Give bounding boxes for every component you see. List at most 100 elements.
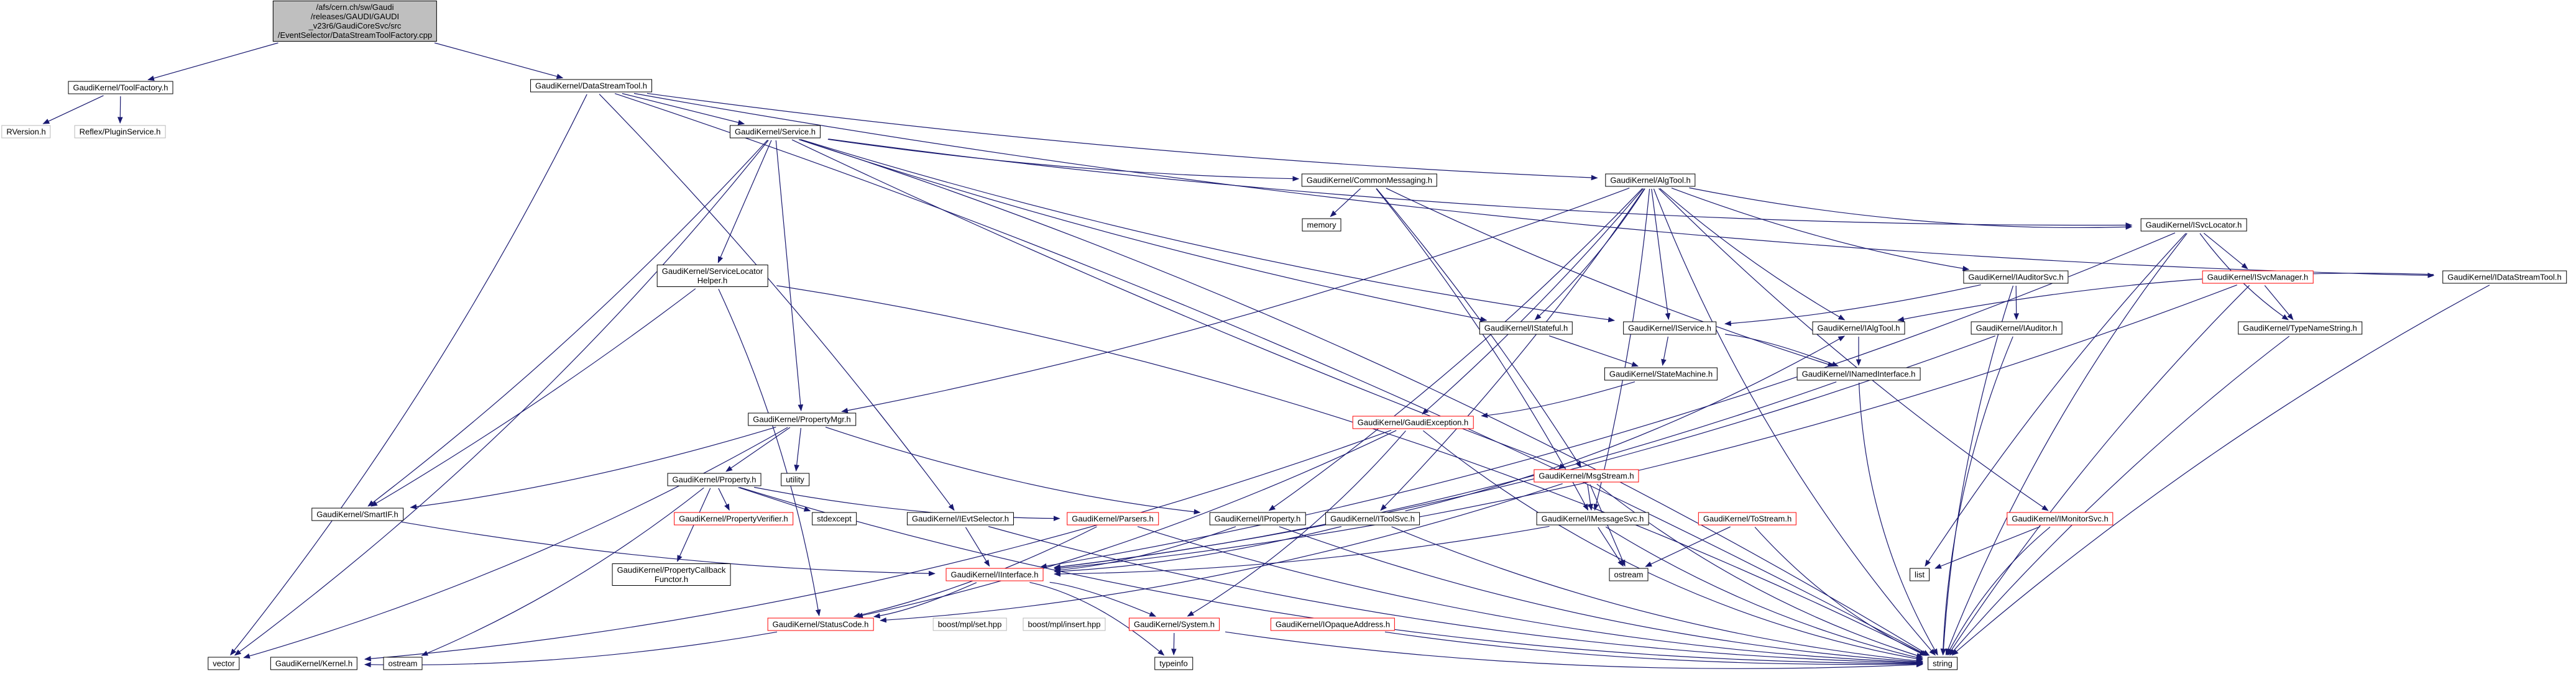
graph-node-label: GaudiKernel/IInterface.h [950, 570, 1039, 580]
graph-node-ievtselector[interactable]: GaudiKernel/IEvtSelector.h [906, 512, 1014, 526]
include-edge-algtool-to-ialgtool [1659, 188, 1846, 321]
graph-node-propertycallbackfunctor[interactable]: GaudiKernel/PropertyCallback Functor.h [612, 563, 731, 586]
include-edge-imonitorsvc-to-list [1934, 526, 2041, 569]
graph-node-label: GaudiKernel/Kernel.h [275, 658, 353, 668]
include-edge-iauditorsvc-to-iauditor [2013, 285, 2020, 321]
graph-node-imonitorsvc[interactable]: GaudiKernel/IMonitorSvc.h [2007, 512, 2114, 526]
graph-node-list: list [1910, 568, 1930, 581]
graph-node-propertymgr[interactable]: GaudiKernel/PropertyMgr.h [748, 412, 856, 426]
graph-node-label: GaudiKernel/GaudiException.h [1357, 417, 1469, 427]
graph-node-label: GaudiKernel/System.h [1133, 619, 1215, 629]
graph-node-label: GaudiKernel/IOpaqueAddress.h [1275, 619, 1391, 629]
graph-node-typenamestring[interactable]: GaudiKernel/TypeNameString.h [2238, 321, 2362, 335]
include-edge-gaudiexception-to-kernel [364, 430, 1392, 662]
include-edge-service-to-smartif [367, 140, 768, 507]
include-edge-propertymgr-to-utility [794, 427, 801, 472]
include-edge-algtool-to-itoolsvc [1380, 188, 1645, 511]
include-edge-ievtselector-to-iinterface [965, 527, 990, 567]
graph-node-datastreamtool[interactable]: GaudiKernel/DataStreamTool.h [530, 79, 652, 93]
include-edge-idatastreamtool-to-ialgtool [1897, 273, 2434, 322]
graph-node-label: GaudiKernel/CommonMessaging.h [1306, 175, 1433, 185]
graph-node-label: GaudiKernel/IStateful.h [1484, 323, 1568, 333]
include-edge-statemachine-to-gaudiexception [1481, 381, 1635, 418]
graph-node-toolfactory[interactable]: GaudiKernel/ToolFactory.h [68, 81, 173, 94]
include-edge-gaudiexception-to-string [1423, 430, 1923, 662]
include-edge-propertymgr-to-smartif [410, 427, 776, 509]
include-edge-datastreamtool-to-algtool [646, 93, 1598, 181]
include-edge-iproperty-to-string [1279, 526, 1923, 665]
graph-node-gaudiexception[interactable]: GaudiKernel/GaudiException.h [1352, 416, 1474, 429]
include-edge-imessagesvc-to-string [1605, 526, 1923, 660]
graph-node-string: string [1928, 657, 1957, 670]
include-edge-imonitorsvc-to-string [1946, 526, 2051, 656]
graph-node-label: GaudiKernel/IAlgTool.h [1817, 323, 1900, 333]
graph-node-commonmessaging[interactable]: GaudiKernel/CommonMessaging.h [1301, 173, 1438, 187]
graph-node-itoolsvc[interactable]: GaudiKernel/IToolSvc.h [1325, 512, 1420, 526]
graph-node-label: GaudiKernel/IEvtSelector.h [911, 514, 1010, 524]
graph-node-label: ostream [388, 658, 418, 668]
graph-node-label: memory [1307, 220, 1336, 230]
graph-node-smartif[interactable]: GaudiKernel/SmartIF.h [311, 508, 403, 521]
graph-node-istateful[interactable]: GaudiKernel/IStateful.h [1479, 321, 1573, 335]
include-edge-property-to-propertycallbackfunctor [677, 488, 711, 562]
graph-node-label: utility [786, 475, 804, 485]
graph-node-label: GaudiKernel/ToolFactory.h [73, 83, 168, 93]
graph-node-iinterface[interactable]: GaudiKernel/IInterface.h [945, 568, 1044, 581]
include-edge-service-to-propertymgr [775, 140, 804, 412]
include-edge-servicelocatorhelper-to-string [776, 285, 1927, 656]
include-edge-inamedinterface-to-string [1859, 382, 1938, 656]
graph-node-reflexplugin: Reflex/PluginService.h [74, 125, 166, 139]
graph-node-algtool[interactable]: GaudiKernel/AlgTool.h [1605, 173, 1696, 187]
include-edge-cpp-to-datastreamtool [434, 42, 564, 80]
graph-node-vector: vector [208, 657, 240, 670]
graph-node-imessagesvc[interactable]: GaudiKernel/IMessageSvc.h [1536, 512, 1649, 526]
graph-node-label: GaudiKernel/DataStreamTool.h [535, 81, 647, 91]
graph-node-tostream[interactable]: GaudiKernel/ToStream.h [1698, 512, 1797, 526]
include-edge-iauditor-to-string [1940, 336, 2013, 656]
graph-node-msgstream[interactable]: GaudiKernel/MsgStream.h [1534, 469, 1639, 483]
graph-node-system[interactable]: GaudiKernel/System.h [1128, 617, 1220, 631]
include-edge-itoolsvc-to-ialgtool [1405, 335, 1846, 512]
graph-node-stdexcept: stdexcept [812, 512, 857, 526]
include-edge-datastreamtool-to-service [622, 93, 745, 125]
graph-node-label: GaudiKernel/IAuditorSvc.h [1968, 272, 2064, 282]
include-edge-commonmessaging-to-imessagesvc [1376, 188, 1589, 511]
graph-node-isvclocator[interactable]: GaudiKernel/ISvcLocator.h [2140, 218, 2247, 232]
include-edge-servicelocatorhelper-to-statuscode [718, 289, 821, 617]
graph-node-propertyverifier[interactable]: GaudiKernel/PropertyVerifier.h [674, 512, 793, 526]
graph-node-isvcmanager[interactable]: GaudiKernel/ISvcManager.h [2202, 270, 2314, 284]
include-edge-service-to-servicelocatorhelper [717, 140, 772, 263]
include-edge-smartif-to-iinterface [401, 521, 936, 576]
include-edge-service-to-isvclocator [828, 139, 2133, 228]
graph-node-ostream_mid: ostream [1609, 568, 1649, 581]
graph-node-iauditorsvc[interactable]: GaudiKernel/IAuditorSvc.h [1963, 270, 2069, 284]
include-edge-datastreamtool-to-idatastreamtool [633, 93, 2435, 278]
graph-node-kernel[interactable]: GaudiKernel/Kernel.h [270, 657, 358, 670]
include-edge-parsers-to-string [1137, 526, 1923, 665]
include-edge-algtool-to-imessagesvc [1593, 188, 1650, 511]
graph-node-statuscode[interactable]: GaudiKernel/StatusCode.h [767, 617, 874, 631]
graph-node-property[interactable]: GaudiKernel/Property.h [667, 473, 761, 486]
graph-node-inamedinterface[interactable]: GaudiKernel/INamedInterface.h [1796, 367, 1921, 381]
graph-node-service[interactable]: GaudiKernel/Service.h [729, 125, 821, 139]
include-edge-algtool-to-iproperty [1268, 188, 1643, 511]
include-edge-typenamestring-to-string [1949, 335, 2290, 656]
graph-node-iopaqueaddress[interactable]: GaudiKernel/IOpaqueAddress.h [1270, 617, 1396, 631]
graph-node-ialgtool[interactable]: GaudiKernel/IAlgTool.h [1812, 321, 1905, 335]
graph-node-label: list [1915, 570, 1925, 580]
graph-node-idatastreamtool[interactable]: GaudiKernel/IDataStreamTool.h [2442, 270, 2567, 284]
graph-node-iproperty[interactable]: GaudiKernel/IProperty.h [1209, 512, 1306, 526]
graph-node-iservice[interactable]: GaudiKernel/IService.h [1623, 321, 1716, 335]
graph-node-statemachine[interactable]: GaudiKernel/StateMachine.h [1604, 367, 1718, 381]
graph-node-label: boost/mpl/set.hpp [937, 619, 1002, 629]
graph-node-servicelocatorhelper[interactable]: GaudiKernel/ServiceLocator Helper.h [656, 265, 768, 287]
include-edge-idatastreamtool-to-string [1951, 285, 2490, 656]
graph-node-iauditor[interactable]: GaudiKernel/IAuditor.h [1971, 321, 2063, 335]
graph-node-label: /afs/cern.ch/sw/Gaudi [316, 2, 394, 12]
include-edge-gaudiexception-to-system [1187, 430, 1406, 617]
include-edge-iservice-to-inamedinterface [1725, 334, 1839, 367]
graph-node-parsers[interactable]: GaudiKernel/Parsers.h [1067, 512, 1159, 526]
graph-node-label: GaudiKernel/ISvcManager.h [2207, 272, 2309, 282]
graph-node-label: ostream [1614, 570, 1644, 580]
include-edge-property-to-stdexcept [738, 487, 811, 512]
